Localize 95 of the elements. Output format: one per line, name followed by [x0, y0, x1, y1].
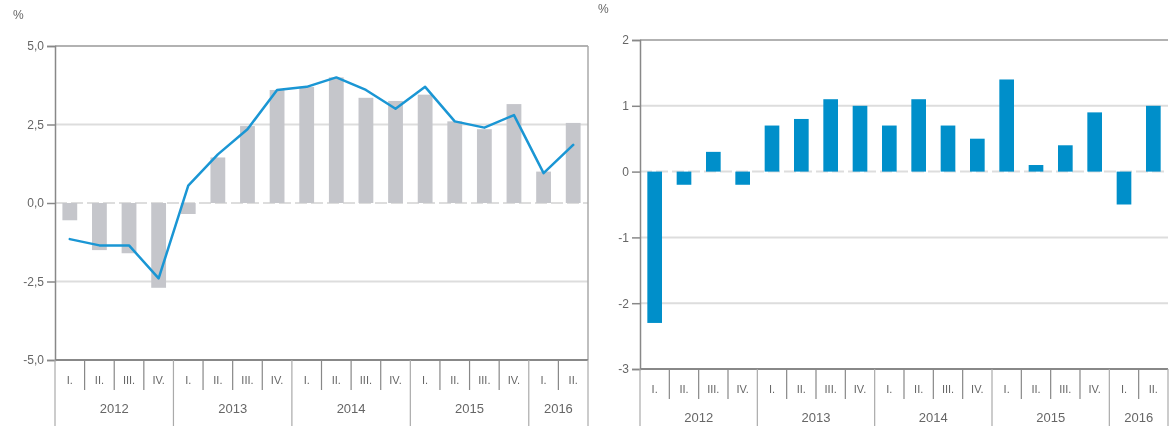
- text: 2015: [1036, 410, 1066, 425]
- x-tick-label: IV.: [270, 374, 284, 386]
- x-tick-label: III.: [707, 383, 720, 395]
- bar: [706, 151, 721, 172]
- x-tick-label: III.: [824, 383, 837, 395]
- y-tick-label: -5,0: [23, 353, 45, 368]
- bar: [536, 171, 551, 203]
- text: 2014: [336, 401, 366, 416]
- x-tick-label: II.: [796, 383, 806, 395]
- bar: [388, 100, 403, 203]
- y-tick-label: -1: [618, 230, 630, 245]
- x-tick-label: III.: [241, 374, 254, 386]
- x-tick-label: II.: [568, 374, 578, 386]
- bar: [210, 157, 226, 203]
- x-tick-label: I.: [185, 374, 192, 386]
- x-tick-label: I.: [540, 374, 547, 386]
- y-tick-label: 1: [622, 99, 630, 114]
- y-tick-label: 2: [622, 33, 630, 48]
- x-tick-label: IV.: [152, 374, 165, 386]
- bar: [735, 171, 750, 185]
- x-tick-label: II.: [1031, 383, 1041, 395]
- x-tick-label: III.: [941, 383, 955, 395]
- bar: [911, 99, 926, 172]
- x-tick-label: I.: [1003, 383, 1010, 395]
- bar: [92, 203, 107, 251]
- y-tick-label: 5,0: [27, 39, 45, 54]
- text: 2012: [99, 401, 129, 416]
- bar: [676, 171, 692, 185]
- x-tick-label: IV.: [1088, 383, 1101, 395]
- bar: [940, 125, 956, 172]
- y-axis-title: %: [598, 2, 609, 16]
- x-tick-label: I.: [1120, 383, 1128, 395]
- x-tick-label: I.: [303, 374, 310, 386]
- bar: [506, 104, 522, 203]
- text: 2016: [543, 401, 573, 416]
- x-tick-label: IV.: [853, 383, 867, 395]
- bar: [240, 126, 255, 203]
- bar: [151, 203, 167, 288]
- x-tick-label: I.: [768, 383, 776, 395]
- x-tick-label: II.: [679, 383, 689, 395]
- x-tick-label: II.: [94, 374, 104, 386]
- bar: [852, 105, 868, 172]
- y-tick-label: 0: [622, 164, 630, 179]
- text: 2016: [1124, 410, 1154, 425]
- bar: [1116, 171, 1132, 205]
- bar: [1058, 145, 1073, 172]
- line-series: [68, 76, 575, 280]
- x-tick-label: IV.: [736, 383, 749, 395]
- bar: [882, 125, 897, 172]
- bar: [1087, 112, 1102, 172]
- bar: [794, 118, 809, 172]
- text: 2013: [218, 401, 248, 416]
- x-tick-label: III.: [1059, 383, 1072, 395]
- y-tick-label: 0,0: [27, 196, 45, 211]
- x-tick-label: IV.: [389, 374, 402, 386]
- bar: [358, 97, 374, 203]
- x-tick-label: IV.: [971, 383, 984, 395]
- x-tick-label: II.: [1148, 383, 1158, 395]
- text: 2013: [801, 410, 831, 425]
- text: 2012: [684, 410, 714, 425]
- y-tick-label: -3: [618, 362, 630, 377]
- x-tick-label: I.: [66, 374, 73, 386]
- bar: [299, 86, 315, 203]
- bar: [328, 77, 344, 203]
- y-tick-label: -2: [618, 296, 630, 311]
- text: 2015: [455, 401, 485, 416]
- y-tick-label: -2,5: [23, 274, 45, 289]
- bar: [269, 89, 285, 203]
- x-tick-label: II.: [450, 374, 460, 386]
- x-tick-label: IV.: [507, 374, 521, 386]
- x-tick-label: III.: [122, 374, 136, 386]
- bar: [1028, 165, 1044, 172]
- x-tick-label: I.: [422, 374, 429, 386]
- bar: [823, 99, 838, 172]
- y-axis-title: %: [13, 8, 24, 22]
- bar: [417, 94, 433, 203]
- bar: [764, 125, 780, 172]
- x-tick-label: III.: [478, 374, 491, 386]
- y-tick-label: 2,5: [27, 117, 45, 132]
- x-tick-label: II.: [331, 374, 341, 386]
- bar: [565, 122, 581, 203]
- x-tick-label: II.: [914, 383, 924, 395]
- x-tick-label: I.: [886, 383, 893, 395]
- bar: [476, 129, 492, 203]
- bar: [1146, 105, 1161, 172]
- bar: [999, 79, 1014, 172]
- bar: [180, 203, 196, 214]
- bar: [447, 121, 463, 203]
- bar: [62, 203, 78, 221]
- bar: [647, 171, 662, 323]
- bar: [970, 138, 985, 172]
- x-tick-label: III.: [359, 374, 373, 386]
- x-tick-label: I.: [651, 383, 658, 395]
- text: 2014: [918, 410, 948, 425]
- x-tick-label: II.: [213, 374, 223, 386]
